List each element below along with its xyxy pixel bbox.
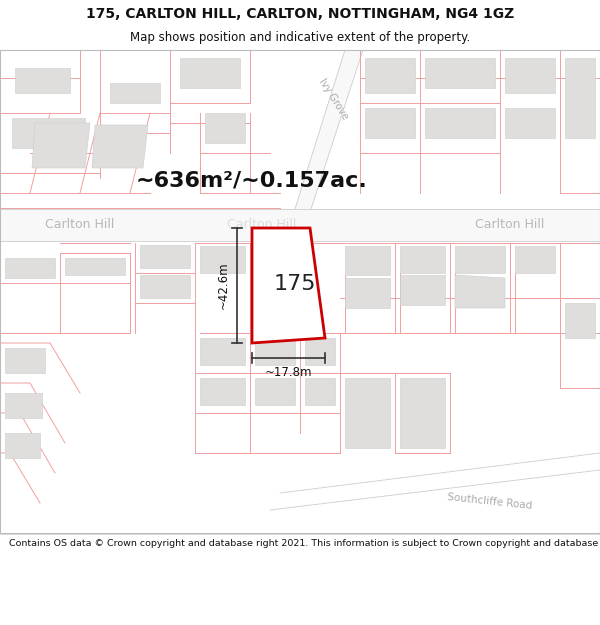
Text: 175, CARLTON HILL, CARLTON, NOTTINGHAM, NG4 1GZ: 175, CARLTON HILL, CARLTON, NOTTINGHAM, … bbox=[86, 7, 514, 21]
Polygon shape bbox=[305, 338, 335, 365]
Polygon shape bbox=[12, 118, 85, 148]
Polygon shape bbox=[455, 275, 505, 308]
Polygon shape bbox=[425, 58, 495, 88]
Polygon shape bbox=[92, 125, 148, 168]
Text: 175: 175 bbox=[274, 274, 316, 294]
Polygon shape bbox=[5, 393, 42, 418]
Polygon shape bbox=[65, 258, 125, 275]
Polygon shape bbox=[140, 275, 190, 298]
Polygon shape bbox=[345, 278, 390, 308]
Text: Southcliffe Road: Southcliffe Road bbox=[447, 492, 533, 511]
Text: Map shows position and indicative extent of the property.: Map shows position and indicative extent… bbox=[130, 31, 470, 44]
Text: ~17.8m: ~17.8m bbox=[265, 366, 312, 379]
Polygon shape bbox=[400, 275, 445, 305]
Polygon shape bbox=[255, 338, 295, 365]
Polygon shape bbox=[345, 378, 390, 448]
Polygon shape bbox=[365, 58, 415, 93]
Polygon shape bbox=[505, 108, 555, 138]
Polygon shape bbox=[5, 258, 55, 278]
Text: ~42.6m: ~42.6m bbox=[217, 262, 230, 309]
Polygon shape bbox=[425, 108, 495, 138]
Polygon shape bbox=[565, 58, 595, 138]
Polygon shape bbox=[200, 338, 245, 365]
Polygon shape bbox=[15, 68, 70, 93]
Bar bbox=[0, 209, 600, 241]
Polygon shape bbox=[455, 246, 505, 273]
Polygon shape bbox=[365, 108, 415, 138]
Text: ~636m²/~0.157ac.: ~636m²/~0.157ac. bbox=[136, 171, 368, 191]
Polygon shape bbox=[345, 246, 390, 275]
Polygon shape bbox=[5, 433, 40, 458]
Polygon shape bbox=[400, 378, 445, 448]
Polygon shape bbox=[180, 58, 240, 88]
Polygon shape bbox=[515, 246, 555, 273]
Polygon shape bbox=[205, 113, 245, 143]
Polygon shape bbox=[255, 246, 295, 268]
Text: Carlton Hill: Carlton Hill bbox=[46, 219, 115, 231]
Polygon shape bbox=[200, 378, 245, 405]
Polygon shape bbox=[5, 348, 45, 373]
Text: Carlton Hill: Carlton Hill bbox=[227, 219, 296, 231]
Text: Contains OS data © Crown copyright and database right 2021. This information is : Contains OS data © Crown copyright and d… bbox=[9, 539, 600, 549]
Polygon shape bbox=[565, 303, 595, 338]
Polygon shape bbox=[400, 246, 445, 273]
Polygon shape bbox=[305, 378, 335, 405]
Polygon shape bbox=[140, 245, 190, 268]
Polygon shape bbox=[200, 246, 245, 273]
Polygon shape bbox=[295, 50, 363, 209]
Polygon shape bbox=[255, 378, 295, 405]
Polygon shape bbox=[505, 58, 555, 93]
Text: Carlton Hill: Carlton Hill bbox=[475, 219, 545, 231]
Polygon shape bbox=[110, 83, 160, 103]
Text: Ivy Grove: Ivy Grove bbox=[317, 77, 350, 122]
Polygon shape bbox=[32, 123, 90, 168]
Polygon shape bbox=[252, 228, 325, 343]
